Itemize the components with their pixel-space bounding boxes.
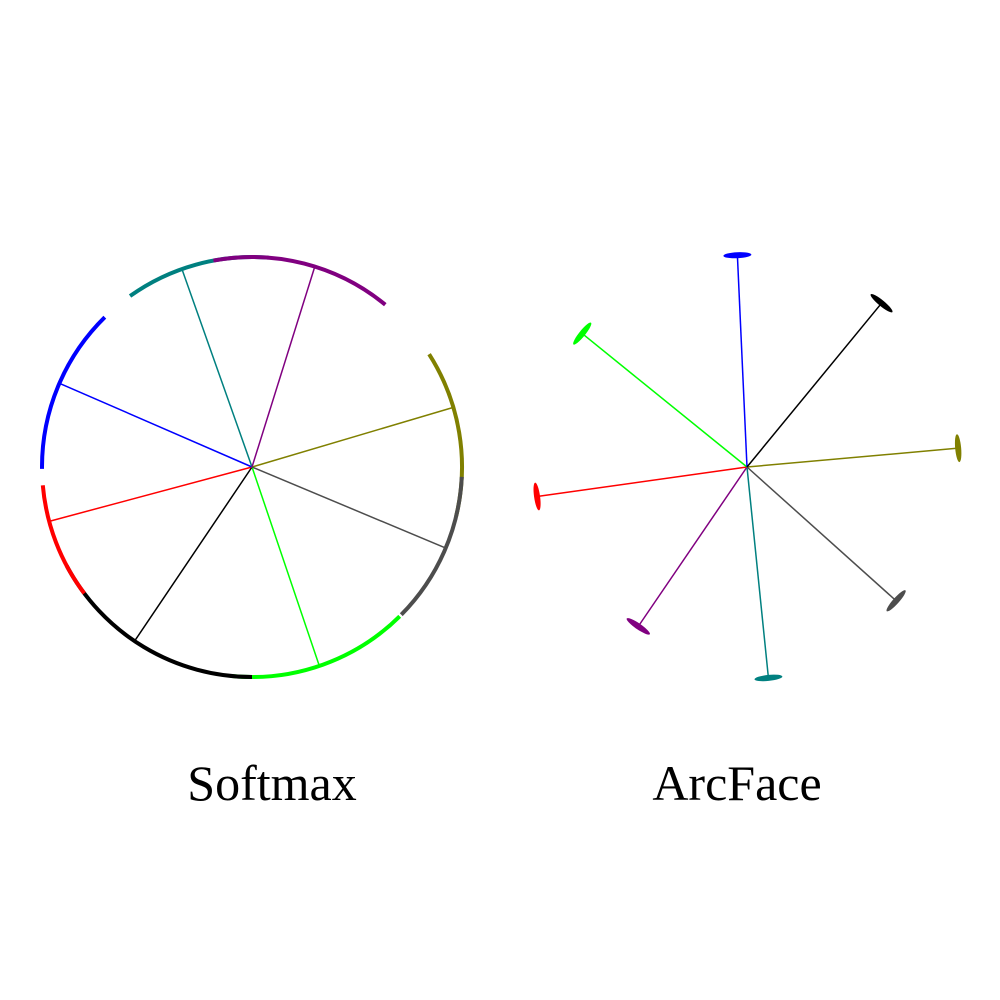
softmax-class-arc [128,255,269,298]
softmax-class-center-line [59,382,253,468]
arcface-class-center-line [746,302,883,468]
softmax-class-center-line [133,466,253,642]
softmax-panel [40,255,464,679]
arcface-class-cluster [723,252,752,259]
softmax-class-arc [399,476,464,617]
softmax-class-arc [213,255,387,307]
arcface-class-center-line [746,447,959,468]
arcface-class-cluster [573,322,592,345]
arcface-panel [533,252,962,682]
softmax-class-center-line [251,466,447,549]
arcface-label: ArcFace [652,755,821,811]
arcface-class-cluster [954,434,962,463]
softmax-class-center-line [251,266,316,468]
softmax-class-center-line [251,406,454,468]
arcface-class-center-line [736,255,748,468]
arcface-class-cluster [626,618,650,635]
arcface-class-center-line [581,333,748,468]
softmax-class-arc [64,564,253,679]
arcface-class-cluster [870,293,893,313]
arcface-class-center-line [637,466,748,627]
softmax-class-arc [232,614,402,679]
arcface-class-cluster [886,590,906,612]
arcface-class-cluster [754,674,783,682]
softmax-class-center-line [181,268,253,468]
softmax-class-arc [427,353,464,517]
arcface-class-cluster [533,482,541,511]
softmax-class-center-line [48,466,253,523]
softmax-class-arc [40,315,107,469]
softmax-label: Softmax [187,755,356,811]
arcface-class-center-line [746,466,897,602]
softmax-class-center-line [251,466,321,667]
arcface-class-center-line [746,466,770,678]
softmax-class-arc [40,485,86,595]
arcface-class-center-line [536,466,748,498]
